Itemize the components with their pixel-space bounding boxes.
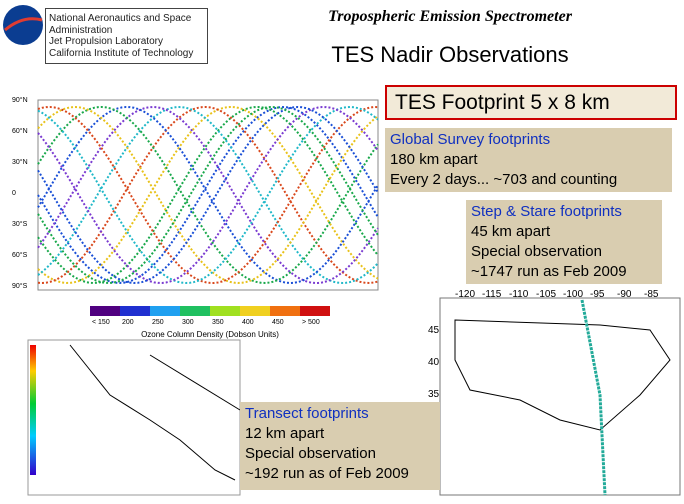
org-line: California Institute of Technology [49, 47, 194, 59]
lon-label: -120 [455, 289, 476, 300]
lat-label: 60°N [12, 128, 28, 135]
colorbar-cell [300, 306, 330, 316]
colorbar-label: 350 [212, 319, 224, 326]
lat-label: 0 [12, 190, 16, 197]
orbit-track [37, 106, 379, 284]
title: Tropospheric Emission Spectrometer [328, 8, 572, 25]
colorbar-label: 400 [242, 319, 254, 326]
lat-label: 30°N [12, 159, 28, 166]
subtitle: TES Nadir Observations [331, 42, 569, 67]
coastline [69, 344, 236, 481]
orbit-track [37, 106, 379, 284]
transect-line [149, 354, 241, 411]
lon-label: -100 [563, 289, 584, 300]
lon-label: -105 [536, 289, 557, 300]
nasa-logo [3, 5, 43, 45]
orbit-track [37, 106, 379, 284]
lon-label: -85 [644, 289, 659, 300]
lat-label: 45 [428, 325, 440, 336]
orbit-track [37, 106, 379, 284]
colorbar-label: 250 [152, 319, 164, 326]
orbit-track [37, 106, 379, 284]
colorbar-cell [270, 306, 300, 316]
colorbar-cell [120, 306, 150, 316]
org-line: Administration [49, 24, 113, 36]
colorbar-cell [240, 306, 270, 316]
box-line: ~192 run as of Feb 2009 [245, 465, 409, 482]
orbit-track [37, 106, 379, 284]
box-line: 180 km apart [390, 151, 478, 168]
org-box: National Aeronautics and Space Administr… [45, 8, 208, 64]
box-line: 12 km apart [245, 425, 325, 442]
colorbar-title: Ozone Column Density (Dobson Units) [141, 330, 279, 339]
orbit-track [37, 106, 379, 285]
box-line: 45 km apart [471, 223, 551, 240]
colorbar [90, 306, 330, 316]
box-heading: Global Survey footprints [390, 131, 551, 148]
lat-label: 60°S [12, 252, 28, 259]
global-map [37, 99, 379, 291]
colorbar-cell [180, 306, 210, 316]
colorbar-label: > 500 [302, 319, 320, 326]
transect-map [27, 339, 241, 496]
us-map [439, 297, 681, 496]
step-stare-track [580, 299, 607, 496]
org-line: Jet Propulsion Laboratory [49, 36, 163, 47]
footprint-box: TES Footprint 5 x 8 km [385, 85, 677, 120]
orbit-track [37, 106, 379, 284]
lat-label: 35 [428, 389, 440, 400]
us-outline [454, 319, 671, 431]
lon-label: -115 [482, 289, 502, 300]
box-line: Every 2 days... ~703 and counting [390, 171, 618, 188]
orbit-tracks [37, 105, 379, 285]
colorbar-label: 300 [182, 319, 194, 326]
transect-box: Transect footprints 12 km apart Special … [240, 402, 440, 490]
lat-label: 90°S [12, 283, 28, 290]
lat-label: 30°S [12, 221, 28, 228]
org-line: National Aeronautics and Space [49, 13, 192, 24]
step-stare-box: Step & Stare footprints 45 km apart Spec… [466, 200, 662, 284]
orbit-track [37, 106, 379, 284]
colorbar-label: 450 [272, 319, 284, 326]
global-survey-box: Global Survey footprints 180 km apart Ev… [385, 128, 672, 192]
colorbar-cell [150, 306, 180, 316]
box-heading: Transect footprints [245, 405, 369, 422]
transect-colorbar [30, 345, 36, 475]
lat-label: 90°N [12, 97, 28, 104]
orbit-track [37, 106, 379, 284]
colorbar-cell [210, 306, 240, 316]
colorbar-cell [90, 306, 120, 316]
box-line: ~1747 run as Feb 2009 [471, 263, 627, 280]
box-heading: Step & Stare footprints [471, 203, 622, 220]
orbit-track [37, 106, 379, 285]
orbit-track [37, 105, 379, 284]
box-line: Special observation [245, 445, 376, 462]
lon-label: -90 [617, 289, 632, 300]
lon-label: -95 [590, 289, 605, 300]
orbit-track [37, 106, 379, 284]
colorbar-label: 200 [122, 319, 134, 326]
nasa-swoosh [4, 17, 43, 32]
orbit-track [37, 105, 379, 284]
box-line: Special observation [471, 243, 602, 260]
colorbar-label: < 150 [92, 319, 110, 326]
lat-label: 40 [428, 357, 440, 368]
lon-label: -110 [509, 289, 529, 300]
